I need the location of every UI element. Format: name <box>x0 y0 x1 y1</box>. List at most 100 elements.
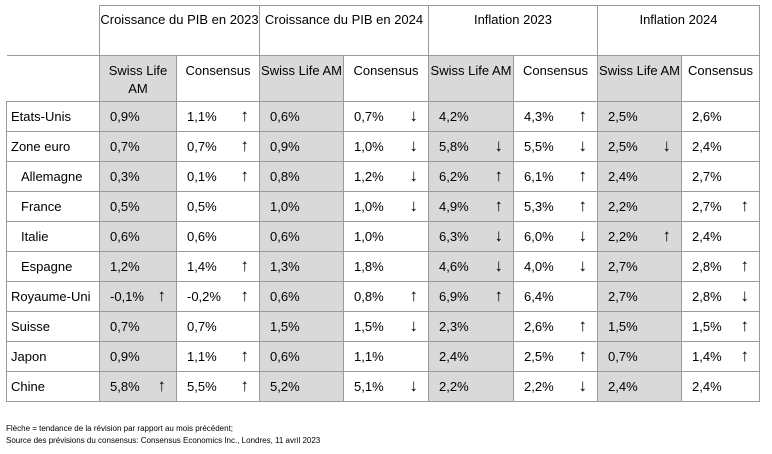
swiss-life-value-cell: 1,2% <box>99 251 177 282</box>
arrow-up-icon: ↑ <box>578 166 588 185</box>
consensus-value-cell: 4,0% ↓ <box>513 251 598 282</box>
value-text: 4,2% <box>439 109 469 124</box>
row-label: Etats-Unis <box>6 101 100 132</box>
value-text: 1,3% <box>270 259 300 274</box>
consensus-value-cell: 1,0% ↓ <box>343 191 429 222</box>
consensus-value-cell: 2,8% ↓ <box>681 281 760 312</box>
consensus-value-cell: 0,6% <box>176 221 260 252</box>
arrow-up-icon: ↑ <box>494 196 504 215</box>
swiss-life-value-cell: 0,7% <box>597 341 682 372</box>
consensus-value-cell: 2,4% <box>681 371 760 402</box>
value-text: 2,4% <box>439 349 469 364</box>
swiss-life-value-cell: 0,9% <box>99 101 177 132</box>
group-header-inflation-2023: Inflation 2023 <box>428 5 598 56</box>
swiss-life-value-cell: 1,5% <box>259 311 344 342</box>
consensus-value-cell: 2,5% ↑ <box>513 341 598 372</box>
arrow-down-icon: ↓ <box>578 136 588 155</box>
arrow-down-icon: ↓ <box>409 136 419 155</box>
arrow-up-icon: ↑ <box>240 136 250 155</box>
arrow-down-icon: ↓ <box>409 106 419 125</box>
swiss-life-value-cell: 6,2% ↑ <box>428 161 514 192</box>
value-text: -0,1% <box>110 289 144 304</box>
swiss-life-value-cell: 2,2% <box>428 371 514 402</box>
arrow-up-icon: ↑ <box>578 346 588 365</box>
value-text: 1,4% <box>692 349 722 364</box>
value-text: 0,5% <box>187 199 217 214</box>
value-text: 2,4% <box>692 139 722 154</box>
value-text: 2,7% <box>608 259 638 274</box>
value-text: 2,3% <box>439 319 469 334</box>
swiss-life-value-cell: 1,3% <box>259 251 344 282</box>
swiss-life-value-cell: 6,9% ↑ <box>428 281 514 312</box>
consensus-value-cell: 2,8% ↑ <box>681 251 760 282</box>
swiss-life-value-cell: 0,6% <box>259 221 344 252</box>
arrow-up-icon: ↑ <box>578 106 588 125</box>
consensus-value-cell: 1,5% ↑ <box>681 311 760 342</box>
consensus-value-cell: 2,6% <box>681 101 760 132</box>
table-row: Espagne 1,2% 1,4% ↑ 1,3% 1,8% 4,6% ↓ 4,0% ↓ 2,7% 2,… <box>6 251 760 282</box>
value-text: 6,4% <box>524 289 554 304</box>
subheader-consensus: Consensus <box>513 55 598 102</box>
value-text: 4,0% <box>524 259 554 274</box>
swiss-life-value-cell: 2,2% ↑ <box>597 221 682 252</box>
consensus-value-cell: 0,5% <box>176 191 260 222</box>
value-text: 2,5% <box>524 349 554 364</box>
arrow-up-icon: ↑ <box>240 346 250 365</box>
swiss-life-value-cell: 0,8% <box>259 161 344 192</box>
swiss-life-value-cell: 2,7% <box>597 251 682 282</box>
value-text: 0,7% <box>110 319 140 334</box>
arrow-down-icon: ↓ <box>409 316 419 335</box>
value-text: 4,3% <box>524 109 554 124</box>
consensus-value-cell: 6,4% <box>513 281 598 312</box>
swiss-life-value-cell: 6,3% ↓ <box>428 221 514 252</box>
table-row: Royaume-Uni -0,1% ↑ -0,2% ↑ 0,6% 0,8% ↑ 6,9% ↑ 6,4… <box>6 281 760 312</box>
group-header-inflation-2024: Inflation 2024 <box>597 5 760 56</box>
consensus-value-cell: 1,0% ↓ <box>343 131 429 162</box>
consensus-value-cell: 0,8% ↑ <box>343 281 429 312</box>
consensus-value-cell: 5,3% ↑ <box>513 191 598 222</box>
consensus-value-cell: 0,7% ↓ <box>343 101 429 132</box>
value-text: 0,9% <box>110 349 140 364</box>
table-row: Chine 5,8% ↑ 5,5% ↑ 5,2% 5,1% ↓ 2,2% 2,2% ↓ 2,4% 2,4… <box>6 371 760 402</box>
arrow-up-icon: ↑ <box>240 286 250 305</box>
value-text: 6,0% <box>524 229 554 244</box>
row-label: Zone euro <box>6 131 100 162</box>
swiss-life-value-cell: 0,6% <box>99 221 177 252</box>
subheader-swiss-life: Swiss Life AM <box>597 55 682 102</box>
consensus-value-cell: 1,2% ↓ <box>343 161 429 192</box>
value-text: 6,3% <box>439 229 469 244</box>
swiss-life-value-cell: 2,5% ↓ <box>597 131 682 162</box>
table-row: Suisse 0,7% 0,7% 1,5% 1,5% ↓ 2,3% 2,6% ↑ 1,5% 1,5%… <box>6 311 760 342</box>
arrow-up-icon: ↑ <box>494 166 504 185</box>
corner-cell <box>6 5 100 56</box>
arrow-up-icon: ↑ <box>740 346 750 365</box>
swiss-life-value-cell: 2,4% <box>597 371 682 402</box>
row-label: Allemagne <box>6 161 100 192</box>
value-text: 5,2% <box>270 379 300 394</box>
consensus-value-cell: 0,7% <box>176 311 260 342</box>
value-text: 1,0% <box>354 199 384 214</box>
value-text: 2,4% <box>608 169 638 184</box>
table-row: Allemagne 0,3% 0,1% ↑ 0,8% 1,2% ↓ 6,2% ↑ 6,1% ↑ 2,4… <box>6 161 760 192</box>
value-text: 0,8% <box>270 169 300 184</box>
consensus-value-cell: 2,7% ↑ <box>681 191 760 222</box>
value-text: 0,6% <box>110 229 140 244</box>
consensus-value-cell: 0,7% ↑ <box>176 131 260 162</box>
row-label: Japon <box>6 341 100 372</box>
value-text: 6,1% <box>524 169 554 184</box>
swiss-life-value-cell: 4,9% ↑ <box>428 191 514 222</box>
consensus-value-cell: 5,5% ↓ <box>513 131 598 162</box>
swiss-life-value-cell: 4,6% ↓ <box>428 251 514 282</box>
value-text: 2,7% <box>692 199 722 214</box>
value-text: 6,2% <box>439 169 469 184</box>
value-text: 2,4% <box>608 379 638 394</box>
consensus-value-cell: 1,4% ↑ <box>176 251 260 282</box>
row-label: Royaume-Uni <box>6 281 100 312</box>
swiss-life-value-cell: 5,8% ↓ <box>428 131 514 162</box>
arrow-up-icon: ↑ <box>240 376 250 395</box>
value-text: 6,9% <box>439 289 469 304</box>
consensus-value-cell: 5,1% ↓ <box>343 371 429 402</box>
value-text: 4,9% <box>439 199 469 214</box>
consensus-value-cell: 2,4% <box>681 131 760 162</box>
footnote-source: Source des prévisions du consensus: Cons… <box>6 436 321 445</box>
